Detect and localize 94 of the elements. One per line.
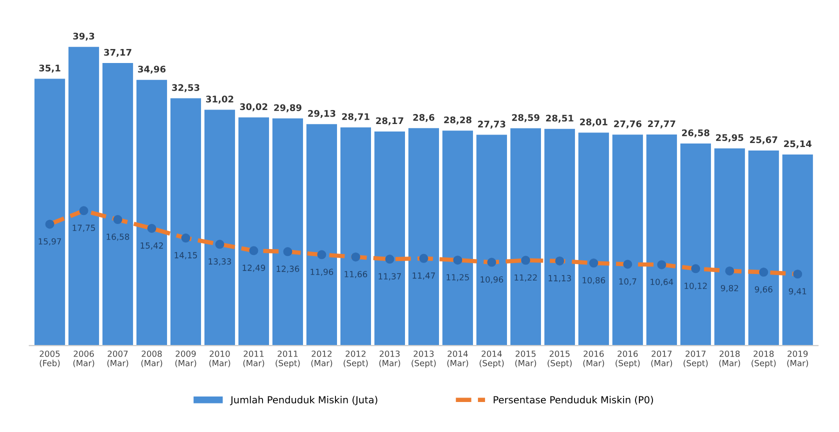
data-label: 30,02: [240, 103, 268, 112]
data-label: 35,1: [39, 64, 60, 73]
data-label: 10,86: [582, 277, 606, 284]
x-tick-label: 2016 (Mar): [583, 350, 604, 368]
x-tick-label: 2013 (Sept): [412, 350, 436, 368]
bar: [68, 46, 100, 346]
bar: [544, 128, 575, 346]
data-label: 27,77: [648, 120, 676, 128]
data-label: 17,75: [72, 224, 95, 232]
x-tick-label: 2014 (Mar): [447, 350, 468, 368]
data-label: 10,12: [684, 282, 707, 290]
data-label: 10,7: [619, 278, 636, 286]
bar: [272, 118, 304, 346]
bar: [612, 134, 643, 346]
data-label: 27,73: [478, 120, 506, 129]
data-label: 28,28: [444, 116, 472, 124]
x-tick-label: 2010 (Mar): [209, 350, 230, 368]
data-label: 29,13: [308, 110, 336, 118]
data-label: 13,33: [208, 258, 231, 266]
data-label: 11,66: [344, 270, 368, 278]
data-label: 27,76: [614, 120, 642, 128]
bar: [578, 132, 609, 346]
bar: [510, 128, 541, 346]
bar: [170, 98, 202, 346]
data-label: 15,42: [140, 242, 163, 250]
x-tick-label: 2007 (Mar): [107, 350, 128, 368]
bar: [748, 150, 779, 346]
bar: [136, 80, 168, 346]
data-label: 28,71: [342, 113, 370, 122]
data-label: 14,15: [174, 252, 197, 260]
bar: [782, 154, 813, 346]
bar: [680, 144, 711, 346]
bar: [238, 117, 270, 346]
data-label: 32,53: [172, 84, 200, 92]
bar: [408, 128, 439, 346]
bar: [340, 127, 372, 346]
bar: [204, 110, 236, 346]
x-tick-label: 2017 (Sept): [684, 350, 708, 368]
bar: [646, 134, 677, 346]
bar: [306, 124, 338, 346]
bar: [34, 78, 66, 346]
data-label: 16,58: [106, 234, 130, 241]
bar: [442, 130, 473, 346]
x-tick-label: 2018 (Sept): [752, 350, 776, 368]
data-label: 25,95: [716, 134, 744, 142]
data-label: 25,67: [750, 136, 778, 144]
data-label: 28,01: [580, 118, 608, 127]
x-tick-label: 2006 (Mar): [73, 350, 94, 368]
data-label: 15,97: [38, 238, 61, 246]
x-tick-label: 2013 (Mar): [379, 350, 400, 368]
data-label: 12,36: [276, 266, 300, 273]
data-label: 28,17: [376, 117, 404, 126]
x-tick-label: 2008 (Mar): [141, 350, 162, 368]
data-label: 11,47: [412, 272, 435, 280]
data-label: 9,41: [788, 288, 806, 296]
data-label: 10,64: [650, 278, 674, 286]
bar: [102, 63, 134, 346]
x-tick-label: 2011 (Sept): [276, 350, 300, 368]
data-label: 37,17: [104, 48, 132, 57]
data-label: 12,49: [242, 264, 266, 272]
data-label: 29,89: [274, 104, 302, 112]
data-label: 31,02: [206, 96, 234, 104]
x-tick-label: 2014 (Sept): [480, 350, 504, 368]
x-tick-label: 2005 (Feb): [40, 350, 60, 368]
data-label: 26,58: [682, 129, 710, 138]
bar: [374, 131, 405, 346]
data-label: 9,82: [720, 284, 738, 292]
data-label: 25,14: [784, 140, 812, 148]
data-label: 28,51: [546, 114, 574, 123]
x-tick-label: 2018 (Mar): [719, 350, 740, 368]
x-tick-label: 2012 (Mar): [311, 350, 332, 368]
data-label: 11,96: [310, 268, 334, 276]
data-label: 11,37: [378, 273, 401, 280]
data-label: 11,25: [446, 274, 469, 282]
bar: [714, 148, 745, 346]
data-label: 10,96: [480, 276, 504, 284]
x-tick-label: 2017 (Mar): [651, 350, 672, 368]
data-label: 9,66: [754, 286, 772, 294]
x-tick-label: 2015 (Mar): [515, 350, 536, 368]
data-label: 11,22: [514, 274, 537, 282]
bar: [476, 134, 507, 346]
data-label: 39,3: [73, 32, 94, 41]
legend-label: Jumlah Penduduk Miskin (Juta): [230, 396, 378, 406]
x-tick-label: 2015 (Sept): [548, 350, 572, 368]
x-tick-label: 2009 (Mar): [175, 350, 196, 368]
data-label: 28,59: [512, 114, 540, 122]
x-tick-label: 2019 (Mar): [787, 350, 808, 368]
legend-label: Persentase Penduduk Miskin (P0): [494, 396, 653, 405]
x-tick-label: 2011 (Mar): [243, 350, 264, 368]
data-label: 28,6: [413, 114, 434, 122]
data-label: 34,96: [138, 66, 166, 74]
data-label: 11,13: [548, 275, 571, 282]
x-tick-label: 2012 (Sept): [344, 350, 368, 368]
x-tick-label: 2016 (Sept): [616, 350, 640, 368]
